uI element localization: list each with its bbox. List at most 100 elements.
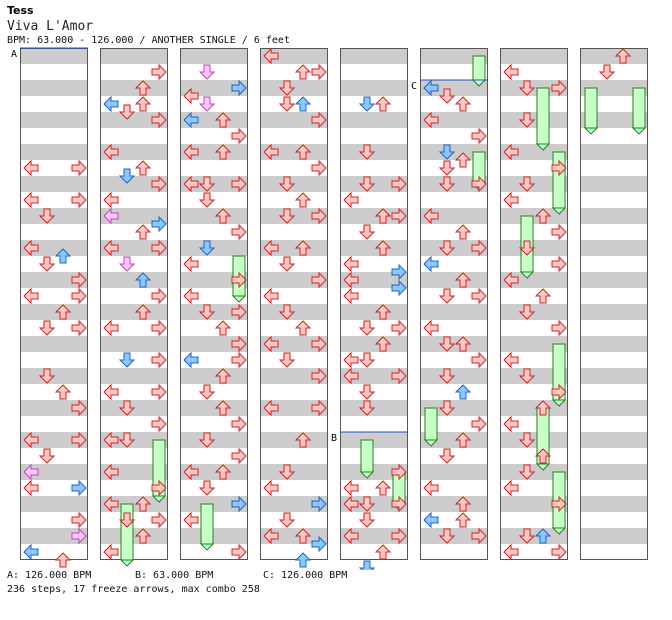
beat-stripe	[100, 240, 168, 256]
step-arrow-down	[198, 304, 216, 320]
freeze-arrow-left	[583, 87, 599, 135]
step-arrow-right	[71, 287, 87, 305]
step-arrow-left	[103, 543, 119, 561]
step-arrow-left	[263, 527, 279, 545]
step-arrow-left	[423, 255, 439, 273]
step-arrow-right	[71, 399, 87, 417]
step-arrow-down	[438, 160, 456, 176]
freeze-body	[424, 407, 438, 441]
chart-column-6	[420, 48, 488, 560]
step-arrow-left	[103, 431, 119, 449]
step-arrow-left	[263, 287, 279, 305]
step-arrow-down	[278, 208, 296, 224]
step-arrow-up	[54, 304, 72, 320]
freeze-arrow-down	[199, 503, 215, 551]
step-arrow-down	[358, 224, 376, 240]
step-arrow-down	[518, 368, 536, 384]
step-arrow-right	[311, 367, 327, 385]
step-arrow-left	[183, 351, 199, 369]
step-arrow-left	[263, 239, 279, 257]
step-arrow-right	[551, 79, 567, 97]
step-arrow-down	[518, 80, 536, 96]
beat-stripe	[260, 528, 328, 544]
freeze-tail	[119, 559, 135, 567]
freeze-tail	[551, 207, 567, 215]
step-arrow-down	[518, 112, 536, 128]
step-arrow-right	[71, 511, 87, 529]
step-arrow-right	[71, 319, 87, 337]
step-arrow-left	[183, 511, 199, 529]
beat-stripe	[180, 496, 248, 512]
beat-stripe	[580, 176, 648, 192]
freeze-arrow-up	[535, 87, 551, 151]
chart-stats: 236 steps, 17 freeze arrows, max combo 2…	[7, 584, 260, 595]
beat-stripe	[580, 400, 648, 416]
step-arrow-right	[231, 447, 247, 465]
step-arrow-down	[438, 240, 456, 256]
step-arrow-down	[198, 240, 216, 256]
beat-stripe	[420, 272, 488, 288]
beat-stripe	[340, 80, 408, 96]
step-arrow-right	[391, 367, 407, 385]
step-arrow-down	[118, 400, 136, 416]
beat-stripe	[180, 528, 248, 544]
step-arrow-right	[471, 415, 487, 433]
beat-stripe	[340, 464, 408, 480]
chart-column-5	[340, 48, 408, 570]
step-arrow-right	[231, 303, 247, 321]
step-arrow-up	[214, 320, 232, 336]
step-arrow-down	[358, 352, 376, 368]
step-arrow-up	[534, 448, 552, 464]
step-arrow-down	[438, 88, 456, 104]
step-arrow-down	[358, 320, 376, 336]
freeze-body	[200, 503, 214, 545]
beat-stripe	[100, 112, 168, 128]
beat-stripe	[180, 112, 248, 128]
step-arrow-right	[151, 111, 167, 129]
beat-stripe	[500, 48, 568, 64]
beat-stripe	[100, 48, 168, 64]
step-arrow-down	[518, 304, 536, 320]
step-arrow-up	[534, 528, 552, 544]
freeze-tail	[551, 399, 567, 407]
step-arrow-left	[423, 319, 439, 337]
beat-stripe	[500, 496, 568, 512]
step-arrow-up	[454, 496, 472, 512]
step-arrow-up	[214, 368, 232, 384]
step-arrow-left	[263, 479, 279, 497]
step-arrow-down	[358, 176, 376, 192]
step-arrow-left	[343, 527, 359, 545]
freeze-tail	[519, 271, 535, 279]
beat-stripe	[20, 240, 88, 256]
step-arrow-left	[23, 431, 39, 449]
freeze-tail	[423, 439, 439, 447]
beat-stripe	[100, 80, 168, 96]
step-arrow-up	[454, 152, 472, 168]
step-arrow-down	[38, 368, 56, 384]
chart-column-3	[180, 48, 248, 561]
step-arrow-left	[343, 351, 359, 369]
beat-stripe	[260, 144, 328, 160]
beat-stripe	[500, 144, 568, 160]
step-arrow-up	[454, 224, 472, 240]
column-border	[260, 48, 328, 560]
step-arrow-up	[294, 320, 312, 336]
step-arrow-left	[183, 143, 199, 161]
step-arrow-up	[294, 192, 312, 208]
step-arrow-down	[38, 256, 56, 272]
step-arrow-right	[471, 127, 487, 145]
step-arrow-right	[151, 479, 167, 497]
step-arrow-left	[103, 207, 119, 225]
bpm-legend-c: C: 126.000 BPM	[263, 570, 348, 581]
freeze-body	[536, 87, 550, 145]
step-arrow-up	[534, 288, 552, 304]
beat-stripe	[20, 48, 88, 64]
beat-stripe	[20, 528, 88, 544]
freeze-tail	[551, 527, 567, 535]
step-arrow-right	[231, 223, 247, 241]
step-arrow-left	[263, 399, 279, 417]
step-arrow-down	[198, 192, 216, 208]
step-arrow-right	[231, 79, 247, 97]
beat-stripe	[340, 240, 408, 256]
step-arrow-down	[358, 96, 376, 112]
